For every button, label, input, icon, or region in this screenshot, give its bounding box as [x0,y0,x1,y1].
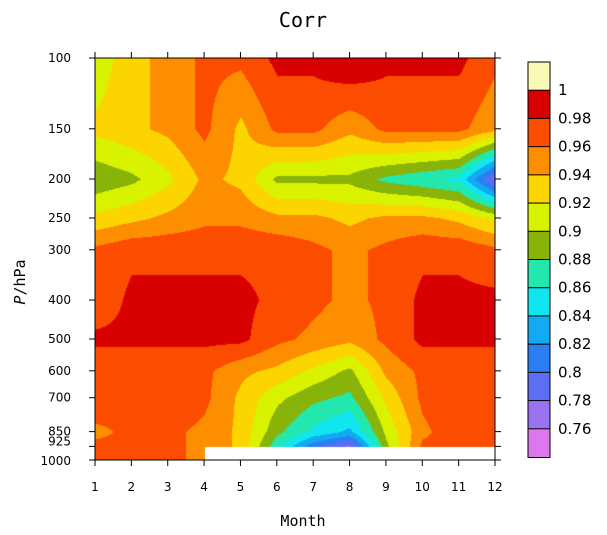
colorbar-swatch [527,230,551,261]
colorbar-swatch [527,343,551,374]
x-tick-label: 4 [200,480,208,494]
y-tick-label: 925 [48,434,71,448]
colorbar-swatch [527,174,551,205]
colorbar-label: 0.98 [558,109,591,127]
y-tick-label: 100 [48,51,71,65]
y-axis-label-unit: /hPa [11,259,29,295]
y-axis-label-symbol: P [11,296,29,305]
chart-title: Corr [279,8,327,32]
colorbar-swatch [527,259,551,289]
colorbar-label: 0.82 [558,335,591,353]
colorbar-label: 1 [558,81,568,99]
x-tick-label: 3 [164,480,172,494]
colorbar-swatch [527,400,551,430]
x-tick-label: 9 [382,480,390,494]
colorbar-label: 0.92 [558,194,591,212]
colorbar-label: 0.76 [558,420,591,438]
y-tick-label: 850 [48,425,71,439]
x-tick-label: 10 [415,480,430,494]
x-tick-label: 6 [273,480,281,494]
y-tick-label: 200 [48,172,71,186]
contour-fill [95,58,495,460]
x-tick-label: 12 [487,480,502,494]
colorbar-swatch [527,117,551,148]
x-tick-label: 11 [451,480,466,494]
plot-frame [94,57,496,461]
colorbar-label: 0.9 [558,222,582,240]
colorbar-swatch [527,89,551,120]
colorbar-swatch [527,287,551,317]
colorbar-swatch [527,146,551,176]
colorbar-swatch [527,315,551,346]
y-tick-label: 400 [48,293,71,307]
x-tick-label: 5 [237,480,245,494]
plot-area: 1 2 3 4 5 6 7 8 9 10 11 121001502002503004005006007… [40,51,502,494]
y-tick-label: 150 [48,122,71,136]
colorbar-label: 0.78 [558,392,591,410]
y-tick-label: 500 [48,332,71,346]
colorbar: 1 0.98 0.96 0.94 0.92 0.9 0.88 0.86 0.84 0.82 0.8 0… [527,61,591,458]
colorbar-label: 0.8 [558,363,582,381]
colorbar-label: 0.88 [558,251,591,269]
colorbar-label: 0.96 [558,138,591,156]
x-tick-label: 2 [128,480,136,494]
colorbar-swatch [527,371,551,402]
x-tick-label: 8 [346,480,354,494]
y-tick-label: 250 [48,211,71,225]
x-tick-label: 1 [91,480,99,494]
colorbar-swatch [527,428,551,458]
y-tick-label: 1000 [40,454,71,468]
y-tick-label: 700 [48,391,71,405]
x-axis-label: Month [280,512,325,530]
colorbar-label: 0.84 [558,307,591,325]
x-tick-label: 7 [309,480,317,494]
colorbar-label: 0.94 [558,166,591,184]
colorbar-swatch [527,202,551,233]
y-tick-label: 600 [48,364,71,378]
colorbar-swatch [527,61,551,92]
y-tick-label: 300 [48,243,71,257]
y-axis-label: P/hPa [11,259,29,304]
colorbar-label: 0.86 [558,279,591,297]
